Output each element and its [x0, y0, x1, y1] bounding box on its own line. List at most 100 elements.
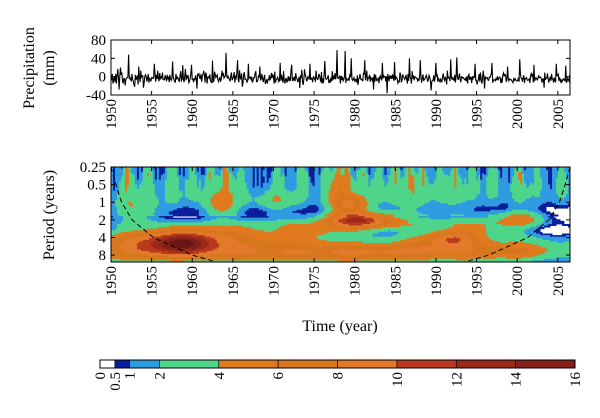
- wavelet-power-cell: [276, 186, 280, 188]
- wavelet-power-cell: [542, 171, 545, 174]
- wavelet-power-cell: [456, 189, 459, 192]
- wavelet-power-cell: [426, 193, 429, 196]
- wavelet-power-cell: [148, 173, 152, 176]
- wavelet-power-cell: [402, 168, 405, 171]
- wavelet-power-cell: [406, 192, 409, 195]
- wavelet-power-cell: [538, 197, 541, 200]
- wavelet-power-cell: [288, 190, 292, 193]
- wavelet-power-cell: [454, 179, 457, 182]
- wavelet-power-cell: [524, 186, 527, 188]
- wavelet-power-cell: [350, 193, 353, 196]
- wavelet-power-cell: [254, 193, 258, 196]
- wavelet-power-cell: [372, 170, 375, 173]
- wavelet-power-cell: [136, 189, 140, 192]
- wavelet-power-cell: [118, 190, 122, 193]
- wavelet-power-cell: [226, 197, 230, 200]
- wavelet-power-cell: [248, 173, 252, 176]
- wavelet-power-cell: [220, 181, 224, 184]
- wavelet-power-cell: [268, 184, 272, 187]
- wavelet-power-cell: [234, 189, 238, 192]
- wavelet-power-cell: [180, 179, 184, 182]
- wavelet-power-cell: [294, 184, 297, 187]
- wavelet-power-cell: [288, 170, 292, 173]
- wavelet-power-cell: [270, 173, 274, 176]
- wavelet-power-cell: [124, 193, 128, 196]
- wavelet-power-cell: [250, 186, 254, 188]
- wavelet-power-cell: [482, 181, 485, 184]
- wavelet-power-cell: [202, 192, 206, 195]
- wavelet-power-cell: [464, 184, 467, 187]
- wavelet-power-cell: [290, 190, 294, 193]
- wavelet-power-cell: [544, 176, 547, 179]
- wavelet-power-cell: [332, 189, 335, 192]
- wavelet-power-cell: [204, 170, 208, 173]
- wavelet-power-cell: [130, 184, 134, 187]
- wavelet-power-cell: [354, 174, 357, 177]
- wavelet-power-cell: [266, 195, 270, 198]
- wavelet-power-cell: [568, 187, 570, 190]
- wavelet-power-cell: [514, 174, 517, 177]
- wavelet-power-cell: [462, 171, 465, 174]
- wavelet-power-cell: [468, 197, 471, 200]
- wavelet-power-cell: [494, 167, 497, 169]
- wavelet-power-cell: [496, 182, 499, 185]
- wavelet-power-cell: [370, 171, 373, 174]
- wavelet-power-cell: [456, 173, 459, 176]
- wavelet-power-cell: [434, 195, 437, 198]
- wavelet-power-cell: [368, 176, 371, 179]
- wavelet-power-cell: [396, 182, 399, 185]
- wavelet-power-cell: [416, 174, 419, 177]
- wavelet-power-cell: [536, 176, 539, 179]
- wavelet-power-cell: [246, 167, 250, 169]
- wavelet-power-cell: [558, 190, 561, 193]
- wavelet-power-cell: [208, 173, 212, 176]
- wavelet-power-cell: [116, 179, 120, 182]
- wavelet-power-cell: [278, 173, 282, 176]
- wavelet-power-cell: [420, 193, 423, 196]
- wavelet-power-cell: [512, 181, 515, 184]
- wavelet-power-cell: [404, 190, 407, 193]
- wavelet-power-cell: [466, 174, 469, 177]
- wavelet-power-cell: [244, 200, 248, 203]
- wavelet-power-cell: [366, 176, 369, 179]
- wavelet-power-cell: [560, 176, 563, 179]
- wavelet-power-cell: [188, 198, 192, 201]
- wavelet-power-cell: [534, 182, 537, 185]
- wavelet-power-cell: [192, 198, 196, 201]
- wavelet-power-cell: [132, 179, 136, 182]
- wavelet-power-cell: [358, 181, 361, 184]
- wavelet-power-cell: [334, 198, 337, 201]
- wavelet-power-cell: [400, 173, 403, 176]
- wavelet-power-cell: [136, 167, 140, 169]
- wavelet-power-cell: [184, 195, 188, 198]
- wavelet-power-cell: [284, 167, 288, 169]
- wavelet-power-cell: [460, 167, 463, 169]
- wavelet-power-cell: [384, 195, 387, 198]
- wavelet-power-cell: [242, 197, 246, 200]
- wavelet-power-cell: [154, 192, 158, 195]
- wavelet-power-cell: [508, 173, 511, 176]
- wavelet-power-cell: [370, 182, 373, 185]
- wavelet-power-cell: [338, 174, 341, 177]
- wavelet-power-cell: [146, 200, 150, 203]
- wavelet-power-cell: [154, 184, 158, 187]
- wavelet-power-cell: [526, 190, 529, 193]
- wavelet-power-cell: [450, 198, 453, 201]
- wavelet-power-cell: [526, 167, 529, 169]
- wavelet-power-cell: [134, 178, 138, 181]
- wavelet-power-cell: [244, 182, 248, 185]
- wavelet-power-cell: [450, 189, 453, 192]
- wavelet-power-cell: [422, 197, 425, 200]
- wavelet-power-cell: [260, 181, 264, 184]
- wavelet-power-cell: [326, 178, 329, 181]
- wavelet-power-cell: [310, 181, 313, 184]
- wavelet-power-cell: [228, 197, 232, 200]
- wavelet-power-cell: [254, 187, 258, 190]
- wavelet-power-cell: [138, 182, 142, 185]
- wavelet-power-cell: [130, 186, 134, 188]
- wavelet-power-cell: [324, 171, 327, 174]
- wavelet-power-cell: [560, 187, 563, 190]
- wavelet-power-cell: [232, 171, 236, 174]
- wavelet-power-cell: [164, 168, 168, 171]
- wavelet-power-cell: [430, 182, 433, 185]
